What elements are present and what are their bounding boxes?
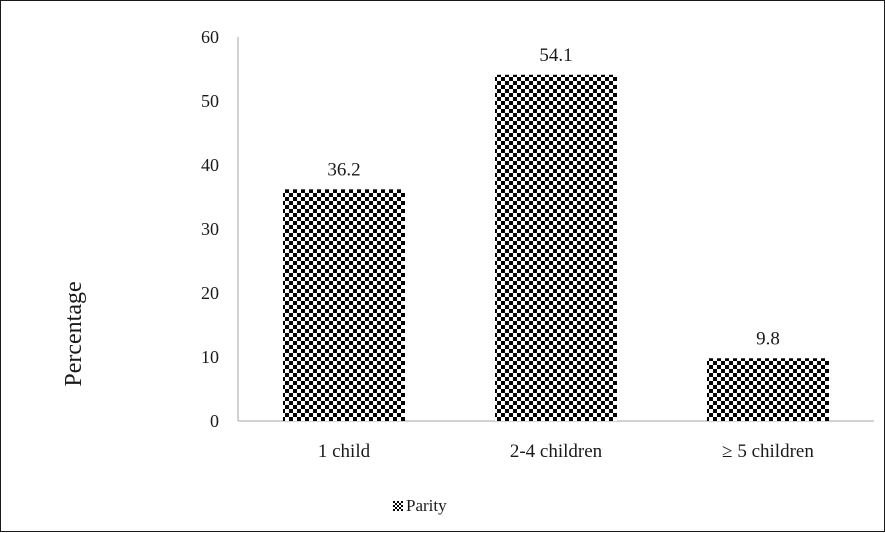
category-label: 2-4 children bbox=[510, 441, 603, 462]
legend-swatch bbox=[393, 501, 403, 511]
data-label: 54.1 bbox=[539, 45, 572, 66]
category-labels: 1 child 2-4 children ≥ 5 children bbox=[318, 441, 814, 462]
category-label: 1 child bbox=[318, 441, 371, 462]
y-tick-label: 10 bbox=[201, 347, 219, 367]
y-tick-label: 40 bbox=[201, 155, 219, 175]
category-label: ≥ 5 children bbox=[722, 441, 814, 462]
y-tick-label: 20 bbox=[201, 283, 219, 303]
data-label: 36.2 bbox=[327, 159, 360, 180]
legend-label-parity: Parity bbox=[406, 496, 447, 515]
bars bbox=[283, 74, 829, 421]
bar bbox=[283, 189, 405, 421]
y-tick-label: 0 bbox=[210, 411, 219, 431]
y-tick-label: 50 bbox=[201, 91, 219, 111]
y-axis-label: Percentage bbox=[61, 281, 87, 386]
data-label: 9.8 bbox=[756, 328, 780, 349]
y-tick-labels: 0 10 20 30 40 50 60 bbox=[201, 27, 219, 431]
legend: Parity bbox=[393, 496, 447, 515]
data-labels: 36.2 54.1 9.8 bbox=[327, 45, 780, 350]
bar bbox=[495, 74, 617, 421]
bar bbox=[707, 358, 829, 421]
y-tick-label: 30 bbox=[201, 219, 219, 239]
y-tick-label: 60 bbox=[201, 27, 219, 47]
